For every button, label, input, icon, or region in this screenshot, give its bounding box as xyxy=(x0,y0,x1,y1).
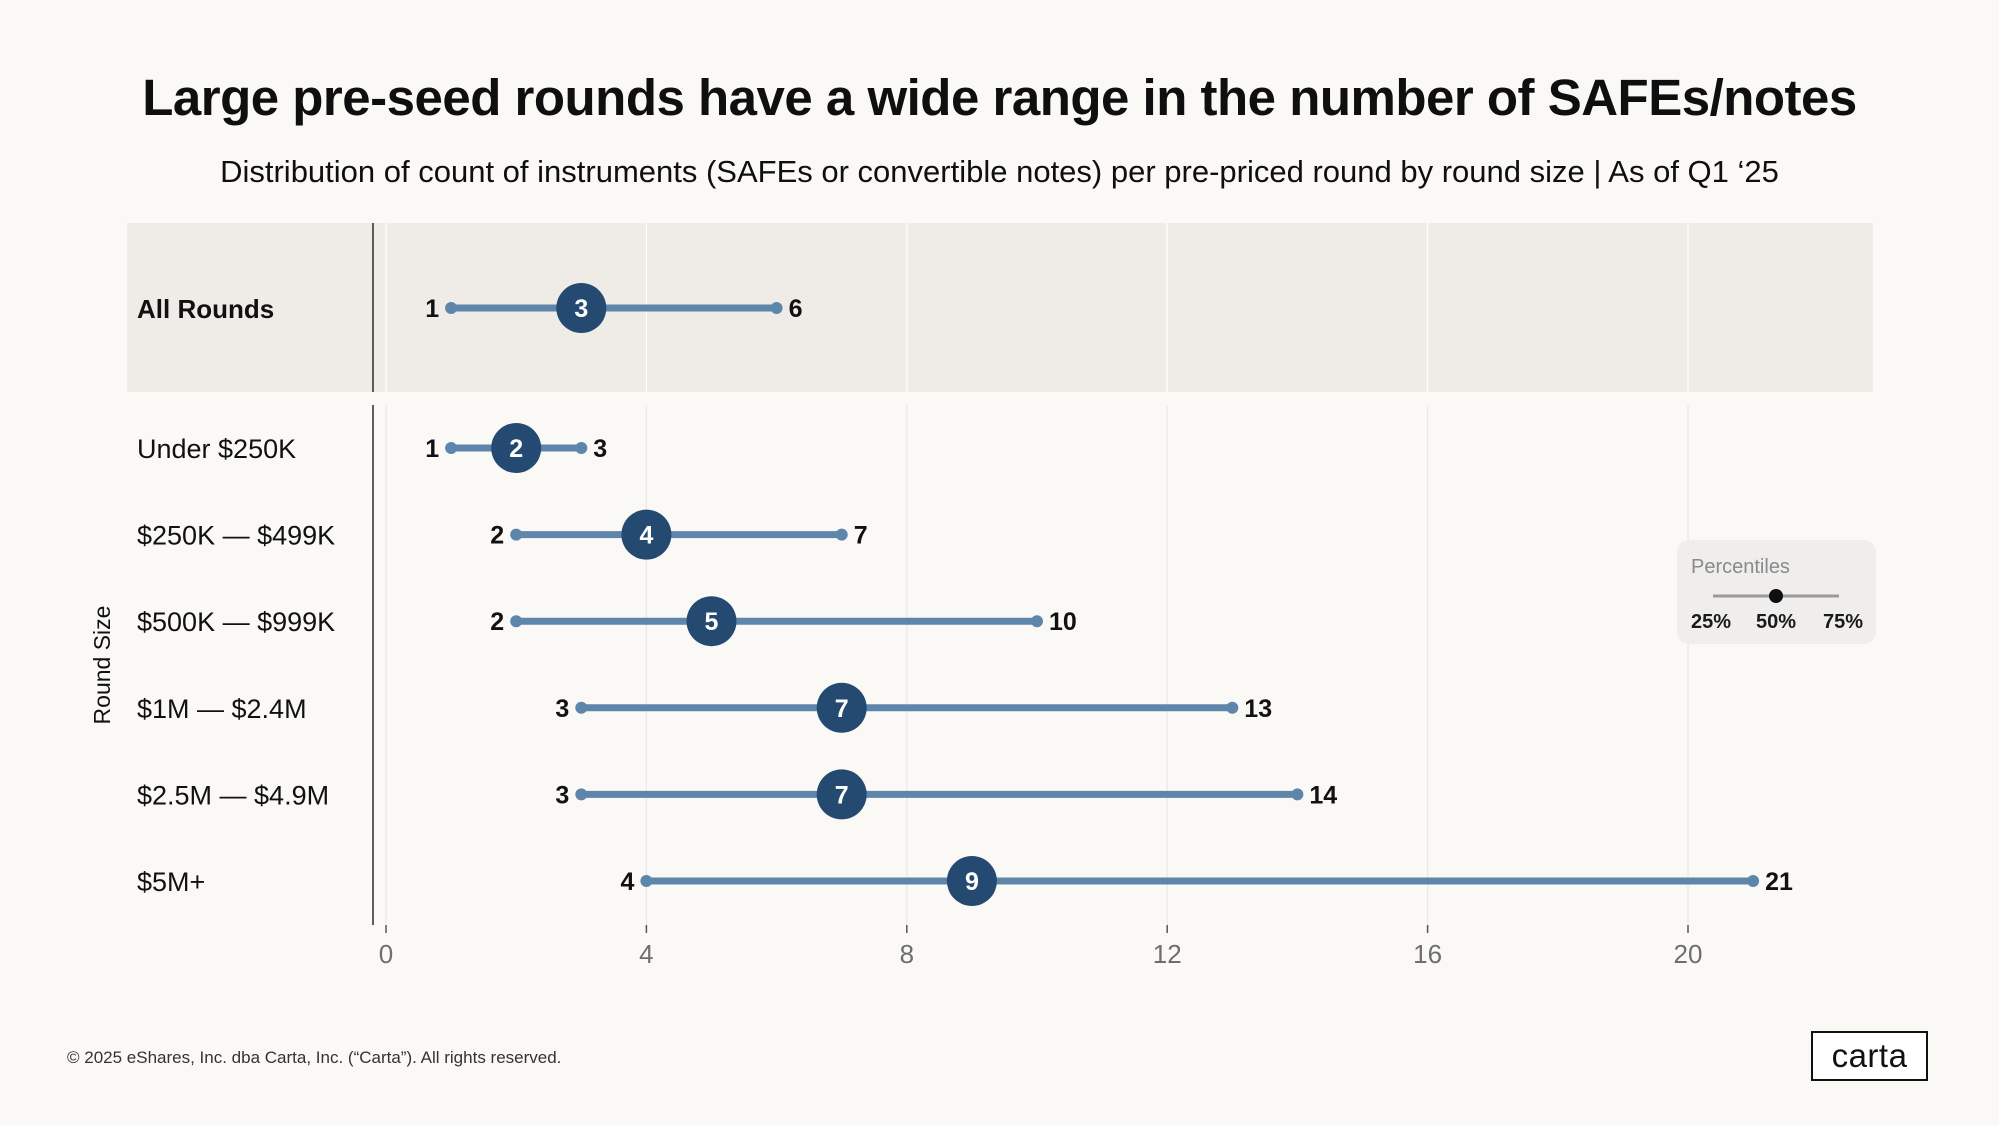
row-p25-dot xyxy=(575,788,588,801)
row-median-label: 2 xyxy=(509,435,523,463)
x-tick-label: 8 xyxy=(900,939,914,969)
row-median-label: 9 xyxy=(965,868,979,896)
summary-row-median-marker xyxy=(556,283,607,333)
row-label: Under $250K xyxy=(137,434,296,464)
x-tick-label: 0 xyxy=(379,939,393,969)
legend-label: 25% xyxy=(1691,611,1731,633)
row-p75-label: 3 xyxy=(593,435,607,463)
row-median-marker xyxy=(686,596,737,647)
row-p75-dot xyxy=(1226,701,1239,714)
row-p25-label: 2 xyxy=(490,608,504,636)
row-p25-label: 2 xyxy=(490,522,504,550)
row-label: $500K — $999K xyxy=(137,607,335,637)
row-median-marker xyxy=(816,769,867,820)
row-p25-dot xyxy=(510,615,523,628)
x-tick-label: 4 xyxy=(639,939,653,969)
row-median-label: 7 xyxy=(835,695,849,723)
row-p75-label: 7 xyxy=(854,522,868,550)
row-p75-dot xyxy=(1747,875,1760,887)
row-p75-label: 10 xyxy=(1049,608,1077,636)
summary-row-label: All Rounds xyxy=(137,294,274,324)
row-p25-dot xyxy=(575,701,588,714)
chart-subtitle: Distribution of count of instruments (SA… xyxy=(220,154,1779,189)
row-p75-dot xyxy=(1031,615,1043,628)
summary-row-p75-dot xyxy=(770,302,783,314)
summary-row-p25-dot xyxy=(445,302,458,314)
legend-label: 50% xyxy=(1756,611,1796,633)
carta-logo: carta xyxy=(1811,1031,1928,1081)
row-label: $1M — $2.4M xyxy=(137,694,307,724)
row-p25-dot xyxy=(640,875,653,887)
row-median-marker xyxy=(946,856,997,906)
row-p75-label: 13 xyxy=(1244,695,1272,723)
x-tick-label: 12 xyxy=(1153,939,1182,969)
summary-row-median-label: 3 xyxy=(574,295,588,323)
row-median-marker xyxy=(491,423,542,473)
row-p25-dot xyxy=(445,442,458,454)
chart-title: Large pre-seed rounds have a wide range … xyxy=(142,69,1857,126)
row-median-label: 5 xyxy=(705,608,719,636)
row-p75-label: 21 xyxy=(1765,868,1793,896)
row-median-label: 7 xyxy=(835,781,849,809)
summary-row-p75-label: 6 xyxy=(789,295,803,323)
x-tick-label: 20 xyxy=(1674,939,1703,969)
row-median-label: 4 xyxy=(639,522,653,550)
row-p25-dot xyxy=(510,528,523,541)
legend-title: Percentiles xyxy=(1691,556,1790,578)
row-label: $5M+ xyxy=(137,867,205,897)
summary-band xyxy=(127,223,1873,392)
summary-row-p25-label: 1 xyxy=(425,295,439,323)
legend-median-dot xyxy=(1769,589,1783,603)
x-tick-label: 16 xyxy=(1413,939,1442,969)
row-p75-dot xyxy=(835,528,848,541)
copyright-text: © 2025 eShares, Inc. dba Carta, Inc. (“C… xyxy=(67,1048,562,1067)
row-label: $250K — $499K xyxy=(137,521,335,551)
row-median-marker xyxy=(621,509,672,560)
row-p75-dot xyxy=(575,442,588,454)
row-p25-label: 4 xyxy=(620,868,634,896)
row-median-marker xyxy=(816,682,867,733)
legend-label: 75% xyxy=(1823,611,1863,633)
row-p75-label: 14 xyxy=(1309,781,1337,809)
y-axis-title: Round Size xyxy=(89,606,115,725)
row-p75-dot xyxy=(1291,788,1304,801)
row-p25-label: 1 xyxy=(425,435,439,463)
row-p25-label: 3 xyxy=(555,695,569,723)
row-p25-label: 3 xyxy=(555,781,569,809)
row-label: $2.5M — $4.9M xyxy=(137,780,329,810)
